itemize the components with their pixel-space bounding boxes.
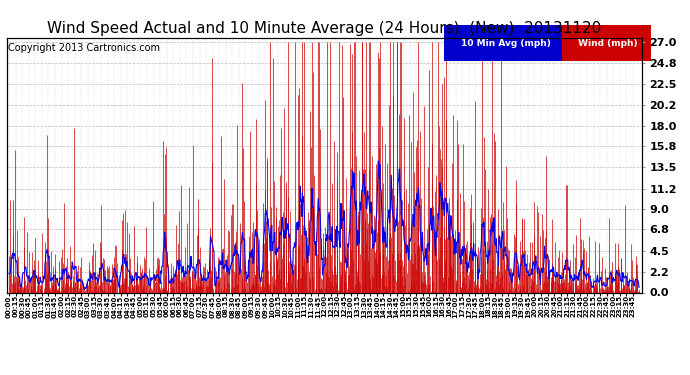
Text: Copyright 2013 Cartronics.com: Copyright 2013 Cartronics.com [8,43,160,52]
Title: Wind Speed Actual and 10 Minute Average (24 Hours)  (New)  20131120: Wind Speed Actual and 10 Minute Average … [47,21,602,36]
Text: Wind (mph): Wind (mph) [575,39,638,48]
Text: 10 Min Avg (mph): 10 Min Avg (mph) [457,39,551,48]
